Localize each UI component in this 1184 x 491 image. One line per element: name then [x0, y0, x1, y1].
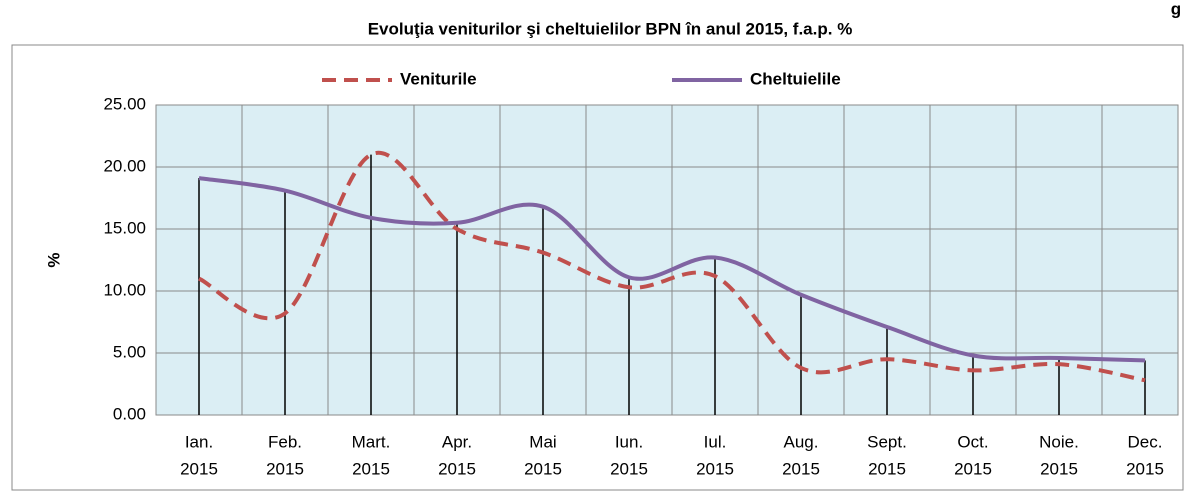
x-tick-label: 2015 [438, 459, 476, 478]
x-tick-label: Iul. [704, 432, 727, 451]
legend-label: Cheltuielile [750, 69, 841, 88]
x-tick-label: Apr. [442, 432, 472, 451]
x-tick-label: Dec. [1128, 432, 1163, 451]
x-tick-label: Sept. [867, 432, 907, 451]
x-tick-label: 2015 [1040, 459, 1078, 478]
y-tick-label: 0.00 [113, 404, 146, 423]
x-tick-label: 2015 [352, 459, 390, 478]
y-tick-label: 15.00 [103, 218, 146, 237]
x-tick-label: Ian. [185, 432, 213, 451]
x-tick-label: Feb. [268, 432, 302, 451]
series-line [198, 150, 1146, 383]
corner-text: g [1171, 0, 1181, 18]
x-tick-label: Iun. [615, 432, 643, 451]
x-tick-label: Aug. [784, 432, 819, 451]
y-axis-label: % [44, 252, 63, 267]
x-tick-label: 2015 [868, 459, 906, 478]
x-tick-label: Mai [529, 432, 556, 451]
x-tick-label: Oct. [957, 432, 988, 451]
x-tick-label: 2015 [610, 459, 648, 478]
chart-frame [11, 44, 1184, 491]
x-tick-label: 2015 [782, 459, 820, 478]
x-tick-label: 2015 [954, 459, 992, 478]
y-tick-label: 10.00 [103, 280, 146, 299]
x-tick-label: 2015 [1126, 459, 1164, 478]
plot-border [155, 104, 1179, 416]
x-tick-label: Noie. [1039, 432, 1079, 451]
x-tick-label: 2015 [696, 459, 734, 478]
chart-title: Evoluţia veniturilor şi cheltuielilor BP… [368, 19, 853, 38]
x-tick-label: 2015 [266, 459, 304, 478]
y-tick-label: 25.00 [103, 94, 146, 113]
x-tick-label: 2015 [524, 459, 562, 478]
series-line [198, 176, 1146, 363]
plot-area [156, 105, 1178, 415]
legend-label: Veniturile [400, 69, 477, 88]
y-tick-label: 20.00 [103, 156, 146, 175]
x-tick-label: Mart. [352, 432, 391, 451]
y-tick-label: 5.00 [113, 342, 146, 361]
x-tick-label: 2015 [180, 459, 218, 478]
